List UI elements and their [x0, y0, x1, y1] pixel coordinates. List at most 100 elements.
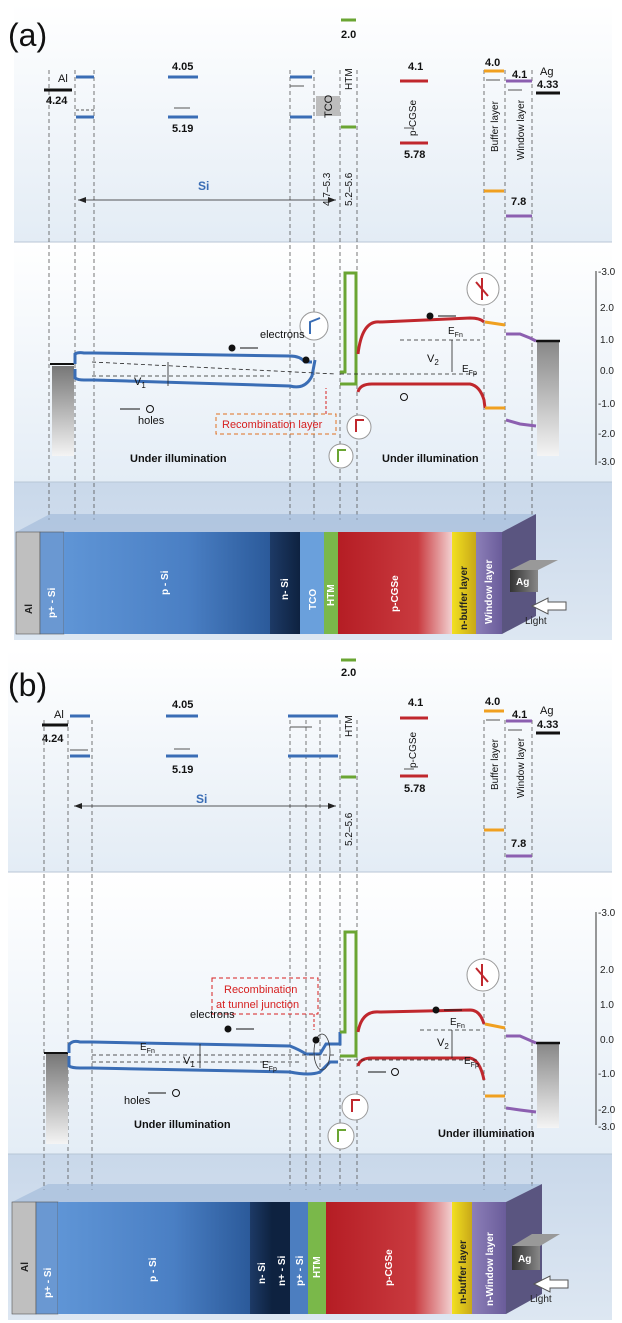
- svg-text:n-buffer layer: n-buffer layer: [458, 1240, 469, 1304]
- svg-text:EFp: EFp: [262, 1060, 277, 1073]
- recomb-label: Recombination layer: [222, 419, 323, 431]
- panel-a-band-diagram: [50, 271, 560, 469]
- svg-text:Al: Al: [20, 1262, 31, 1272]
- svg-text:electrons: electrons: [190, 1009, 235, 1021]
- efn-label: EFn: [448, 326, 463, 339]
- si-ea: 4.05: [172, 61, 193, 73]
- svg-text:Al: Al: [24, 604, 35, 614]
- panel-b: (b): [8, 650, 616, 1320]
- svg-text:HTM: HTM: [326, 584, 337, 606]
- holes-label: holes: [138, 415, 165, 427]
- ag-wf: 4.33: [537, 79, 558, 91]
- svg-text:5.19: 5.19: [172, 764, 193, 776]
- panel-b-label: (b): [8, 667, 47, 703]
- cgse-ea: 4.1: [408, 61, 423, 73]
- panel-a-scale: -3.0 2.0 1.0 0.0 -1.0 -2.0 -3.0: [595, 267, 616, 468]
- buffer-ea: 4.0: [485, 57, 500, 69]
- svg-text:4.24: 4.24: [42, 733, 64, 745]
- svg-text:-1.0: -1.0: [598, 1069, 616, 1080]
- panel-a-energy-bg: [14, 4, 612, 242]
- svg-text:Light: Light: [530, 1294, 552, 1305]
- svg-text:0.0: 0.0: [600, 366, 614, 377]
- svg-text:p-CGSe: p-CGSe: [390, 575, 401, 612]
- si-span-label: Si: [198, 179, 209, 193]
- window-ip: 7.8: [511, 196, 526, 208]
- tco-name: TCO: [323, 94, 335, 118]
- panel-a: (a): [8, 4, 616, 640]
- panel-a-label: (a): [8, 17, 47, 53]
- al-wf: 4.24: [46, 95, 68, 107]
- svg-text:4.0: 4.0: [485, 696, 500, 708]
- svg-text:Buffer layer: Buffer layer: [490, 738, 501, 790]
- svg-text:Ag: Ag: [518, 1254, 531, 1265]
- svg-text:n- Si: n- Si: [280, 578, 291, 600]
- svg-text:V1: V1: [183, 1055, 195, 1069]
- svg-text:V2: V2: [437, 1037, 449, 1051]
- efp-label: EFp: [462, 364, 477, 377]
- svg-text:TCO: TCO: [308, 589, 319, 610]
- svg-text:p+ - Si: p+ - Si: [47, 587, 58, 618]
- svg-text:Ag: Ag: [540, 705, 553, 717]
- al-name: Al: [58, 73, 68, 85]
- svg-text:Si: Si: [196, 792, 207, 806]
- svg-text:HTM: HTM: [312, 1256, 323, 1278]
- svg-text:p+ - Si: p+ - Si: [295, 1255, 306, 1286]
- svg-text:7.8: 7.8: [511, 838, 526, 850]
- svg-text:-3.0: -3.0: [598, 457, 616, 468]
- svg-text:Window layer: Window layer: [516, 737, 527, 798]
- svg-text:p - Si: p - Si: [148, 1257, 159, 1282]
- window-name: Window layer: [516, 99, 527, 160]
- svg-text:Window layer: Window layer: [484, 560, 495, 624]
- svg-text:Al: Al: [54, 709, 64, 721]
- buffer-name: Buffer layer: [490, 100, 501, 152]
- v2-label: V2: [427, 353, 439, 367]
- svg-text:4.1: 4.1: [408, 697, 423, 709]
- svg-text:HTM: HTM: [344, 715, 355, 737]
- tco-range: 4.7–5.3: [322, 172, 333, 206]
- tco-bar: [316, 96, 340, 116]
- svg-text:EFp: EFp: [464, 1056, 479, 1069]
- svg-text:0.0: 0.0: [600, 1035, 614, 1046]
- htm-name: HTM: [344, 68, 355, 90]
- svg-text:n+ - Si: n+ - Si: [277, 1255, 288, 1286]
- svg-text:1.0: 1.0: [600, 1000, 614, 1011]
- svg-text:holes: holes: [124, 1095, 151, 1107]
- svg-text:5.78: 5.78: [404, 783, 425, 795]
- svg-text:-3.0: -3.0: [598, 908, 616, 919]
- svg-text:2.0: 2.0: [600, 303, 614, 314]
- light-arrow-icon: [532, 1275, 569, 1293]
- svg-text:4.1: 4.1: [512, 709, 527, 721]
- svg-text:2.0: 2.0: [341, 667, 356, 679]
- svg-text:p-CGSe: p-CGSe: [384, 1249, 395, 1286]
- svg-text:1.0: 1.0: [600, 335, 614, 346]
- v1-label: V1: [134, 376, 146, 390]
- svg-text:Recombination: Recombination: [224, 984, 297, 996]
- light-arrow-icon: [530, 597, 567, 615]
- svg-text:-3.0: -3.0: [598, 267, 616, 278]
- htm-range: 5.2–5.6: [344, 172, 355, 206]
- si-ip: 5.19: [172, 123, 193, 135]
- cgse-ip: 5.78: [404, 149, 425, 161]
- svg-text:4.33: 4.33: [537, 719, 558, 731]
- svg-text:Ag: Ag: [516, 577, 529, 588]
- svg-text:-3.0: -3.0: [598, 1122, 616, 1133]
- panel-a-energy-levels: [44, 18, 560, 218]
- svg-text:at tunnel junction: at tunnel junction: [216, 999, 299, 1011]
- electrons-label: electrons: [260, 329, 305, 341]
- ag-name: Ag: [540, 66, 553, 78]
- svg-text:4.05: 4.05: [172, 699, 193, 711]
- svg-text:p-CGSe: p-CGSe: [408, 731, 419, 768]
- svg-text:EFn: EFn: [140, 1042, 155, 1055]
- svg-text:p - Si: p - Si: [160, 570, 171, 595]
- panel-a-band-bg: [14, 242, 612, 482]
- illum-left: Under illumination: [130, 453, 227, 465]
- svg-text:n- Si: n- Si: [257, 1262, 268, 1284]
- svg-text:2.0: 2.0: [600, 965, 614, 976]
- window-ea: 4.1: [512, 69, 527, 81]
- svg-text:n-Window layer: n-Window layer: [485, 1232, 496, 1306]
- illum-right: Under illumination: [382, 453, 479, 465]
- svg-text:Light: Light: [525, 616, 547, 627]
- svg-text:p+ - Si: p+ - Si: [43, 1267, 54, 1298]
- panel-a-device: [15, 514, 558, 635]
